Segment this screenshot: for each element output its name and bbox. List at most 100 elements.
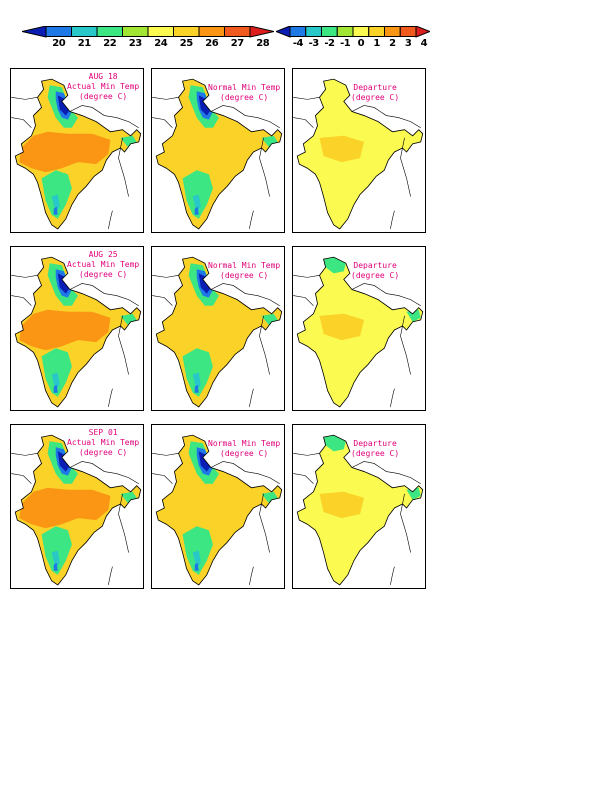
colorbar-arrow-low bbox=[22, 26, 47, 38]
map-contour-region bbox=[41, 170, 72, 219]
border-line bbox=[390, 210, 395, 229]
panel-caption-line: Normal Min Temp bbox=[208, 261, 281, 270]
panel-caption-line: Departure bbox=[353, 439, 397, 448]
panel-caption-line: Departure bbox=[353, 83, 397, 92]
colorbar-segment bbox=[198, 26, 225, 37]
border-line bbox=[108, 388, 113, 407]
map-contour-region bbox=[198, 273, 211, 294]
india-map bbox=[152, 256, 283, 408]
colorbar-tick-label: 24 bbox=[154, 38, 168, 49]
colorbar-tick-label: 23 bbox=[128, 38, 142, 49]
actual-normal-scale-bar bbox=[22, 26, 274, 38]
map-contour-region bbox=[57, 451, 70, 472]
colorbar-segment bbox=[122, 26, 149, 37]
colorbar-tick-label: 26 bbox=[205, 38, 219, 49]
border-line bbox=[152, 453, 179, 456]
border-line bbox=[118, 315, 129, 375]
panel-caption: Departure (degree C) bbox=[351, 439, 399, 459]
border-line bbox=[152, 117, 173, 128]
india-map bbox=[293, 78, 424, 230]
india-map bbox=[11, 78, 142, 230]
map-contour-region bbox=[261, 313, 278, 326]
map-contour-region bbox=[194, 206, 199, 215]
map-contour-region bbox=[198, 451, 211, 472]
colorbar-segment bbox=[147, 26, 174, 37]
map-contour-region bbox=[261, 135, 278, 148]
panel-caption-line: (degree C) bbox=[79, 270, 128, 279]
map-contour-region bbox=[120, 491, 137, 504]
border-line bbox=[259, 493, 270, 553]
border-line bbox=[11, 97, 38, 100]
border-line bbox=[152, 275, 179, 278]
panel-caption-line: (degree C) bbox=[220, 449, 269, 458]
map-contour-region bbox=[41, 348, 72, 397]
border-line bbox=[108, 210, 113, 229]
panel-caption-line: (degree C) bbox=[220, 93, 269, 102]
map-contour-region bbox=[261, 491, 278, 504]
panel-caption-line: (degree C) bbox=[351, 449, 400, 458]
border-line bbox=[152, 97, 179, 100]
map-contour-region bbox=[57, 95, 70, 116]
colorbar-segment bbox=[289, 26, 307, 37]
colorbar-segment bbox=[352, 26, 370, 37]
colorbar-segment bbox=[96, 26, 123, 37]
india-map bbox=[152, 434, 283, 586]
colorbar-tick-label: 22 bbox=[103, 38, 117, 49]
india-map bbox=[152, 78, 283, 230]
colorbar-segment bbox=[368, 26, 385, 37]
border-line bbox=[69, 105, 139, 128]
map-contour-region bbox=[19, 131, 111, 173]
panel-date: AUG 18 bbox=[88, 72, 118, 81]
map-panel-actual: AUG 25 Actual Min Temp (degree C) bbox=[10, 246, 144, 411]
border-line bbox=[259, 137, 270, 197]
colorbar-segment bbox=[336, 26, 354, 37]
colorbar-segment bbox=[71, 26, 98, 37]
panel-caption: Departure (degree C) bbox=[351, 261, 399, 281]
border-line bbox=[293, 295, 314, 306]
country-outline bbox=[155, 434, 283, 586]
colorbar-tick-label: 21 bbox=[77, 38, 91, 49]
map-contour-region bbox=[319, 313, 365, 341]
colorbar-tick-label: 1 bbox=[373, 38, 380, 49]
panel-caption: Normal Min Temp (degree C) bbox=[208, 439, 280, 459]
border-line bbox=[152, 473, 173, 484]
panel-caption-line: (degree C) bbox=[220, 271, 269, 280]
map-contour-region bbox=[198, 95, 211, 116]
india-map bbox=[11, 256, 142, 408]
country-outline bbox=[155, 78, 283, 230]
panel-caption: SEP 01 Actual Min Temp (degree C) bbox=[67, 428, 139, 458]
panel-caption: AUG 18 Actual Min Temp (degree C) bbox=[67, 72, 139, 102]
panel-caption-line: (degree C) bbox=[79, 448, 128, 457]
map-contour-region bbox=[120, 135, 137, 148]
map-panel-actual: AUG 18 Actual Min Temp (degree C) bbox=[10, 68, 144, 233]
colorbar-segment bbox=[321, 26, 338, 37]
map-contour-region bbox=[192, 372, 201, 391]
border-line bbox=[400, 315, 411, 375]
panel-date: AUG 25 bbox=[88, 250, 118, 259]
colorbar-tick-label: 28 bbox=[256, 38, 270, 49]
border-line bbox=[293, 275, 320, 278]
border-line bbox=[11, 117, 32, 128]
map-contour-region bbox=[323, 257, 346, 274]
map-contour-region bbox=[406, 309, 421, 322]
colorbar-segment bbox=[224, 26, 251, 37]
colorbar-tick-label: -4 bbox=[292, 38, 304, 49]
map-contour-region bbox=[57, 273, 70, 294]
map-contour-region bbox=[41, 526, 72, 575]
colorbar-segment bbox=[305, 26, 322, 37]
map-contour-region bbox=[194, 384, 199, 393]
map-contour-region bbox=[53, 206, 58, 215]
country-outline bbox=[296, 256, 424, 408]
map-contour-region bbox=[120, 313, 137, 326]
map-contour-region bbox=[406, 131, 421, 144]
colorbar-arrow-high bbox=[415, 26, 430, 38]
map-contour-region bbox=[19, 309, 111, 351]
panel-caption: AUG 25 Actual Min Temp (degree C) bbox=[67, 250, 139, 280]
country-outline bbox=[296, 434, 424, 586]
map-contour-region bbox=[19, 487, 111, 529]
actual-normal-colorbar: 20 21 22 23 24 25 26 27 28 bbox=[22, 26, 274, 52]
map-contour-region bbox=[192, 194, 201, 213]
panel-caption-line: Normal Min Temp bbox=[208, 439, 281, 448]
border-line bbox=[118, 493, 129, 553]
map-contour-region bbox=[319, 135, 365, 163]
